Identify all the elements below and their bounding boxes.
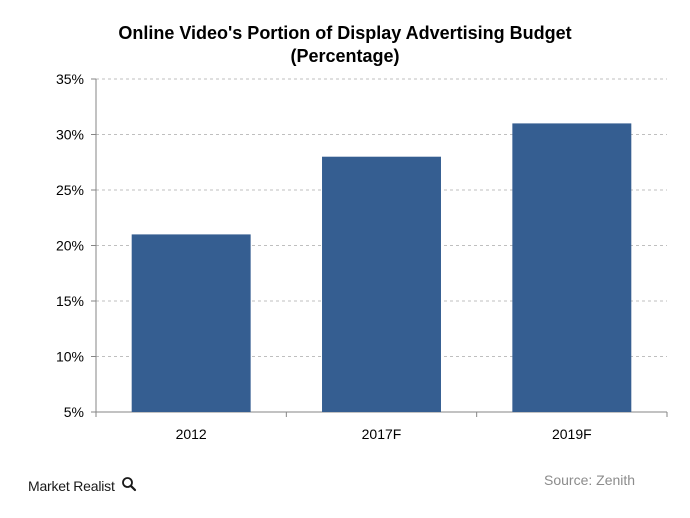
y-tick-label: 15% xyxy=(56,293,84,309)
magnifier-icon xyxy=(122,477,137,492)
x-tick-label: 2012 xyxy=(176,426,207,442)
y-tick-label: 20% xyxy=(56,238,84,254)
chart-title-line-2: (Percentage) xyxy=(290,46,400,66)
x-tick-label: 2019F xyxy=(552,426,592,442)
y-tick-label: 30% xyxy=(56,127,84,143)
bar-2017F xyxy=(322,156,441,412)
chart-title-line-1: Online Video's Portion of Display Advert… xyxy=(118,23,572,43)
y-tick-label: 25% xyxy=(56,182,84,198)
brand-logo-text: Market Realist xyxy=(28,478,115,494)
bar-2019F xyxy=(512,123,632,413)
y-tick-label: 5% xyxy=(64,404,84,420)
source-note: Source: Zenith xyxy=(544,472,636,488)
y-tick-label: 35% xyxy=(56,71,84,87)
x-tick-label: 2017F xyxy=(362,426,402,442)
bar-2012 xyxy=(131,234,251,412)
y-tick-label: 10% xyxy=(56,349,84,365)
